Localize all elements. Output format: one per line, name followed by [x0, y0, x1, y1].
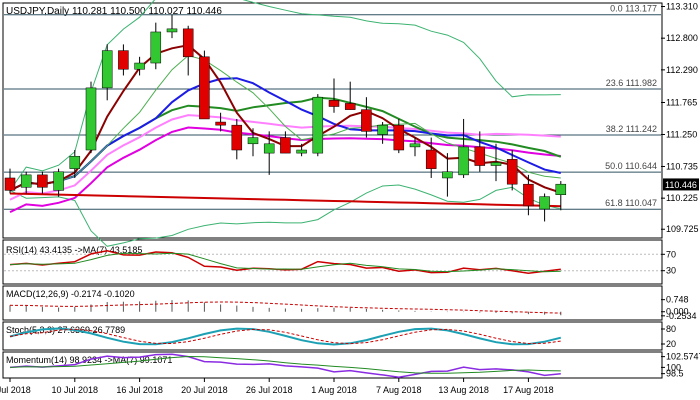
candle-body — [555, 183, 567, 195]
momentum-tick-label: 100 — [666, 362, 681, 372]
candle-body — [4, 177, 16, 191]
ma-red-line — [9, 192, 561, 208]
candle-body — [296, 149, 307, 154]
x-tick-label: 26 Jul 2018 — [246, 385, 293, 395]
candle-body — [442, 171, 453, 179]
stochastic-indicator: 80 20 — [9, 324, 676, 349]
macd-indicator: 0.748 0.000-0.2534 — [9, 295, 697, 321]
candle-body — [53, 171, 64, 191]
fibonacci-levels: 0.0 113.177 23.6 111.982 38.2 111.242 50.0 … — [4, 4, 661, 210]
macd-panel-frame — [2, 285, 663, 321]
x-tick-label: 4 Jul 2018 — [0, 385, 31, 395]
fib-label: 0.0 113.177 — [610, 4, 657, 14]
candle-body — [280, 137, 291, 154]
current-price-label: 110.446 — [665, 180, 697, 190]
rsi-tick-label: 70 — [666, 249, 676, 259]
candle-body — [377, 124, 388, 135]
y-tick-label: 110.225 — [666, 193, 698, 203]
candle-body — [523, 183, 534, 207]
candle-body — [409, 143, 421, 148]
price-axis: 113.310 112.800 112.290 111.765 111.250 110.7… — [661, 1, 699, 234]
y-tick-label: 112.290 — [666, 65, 698, 75]
candle-body — [118, 50, 129, 70]
ma-lime-line — [9, 54, 561, 191]
stoch-k-line — [9, 327, 562, 346]
rsi-tick-label: 30 — [666, 266, 676, 276]
candle-body — [69, 155, 81, 169]
candle-body — [458, 146, 469, 176]
macd-tick-label: -0.2534 — [666, 311, 697, 321]
candle-body — [37, 174, 48, 188]
fib-label: 23.6 111.982 — [606, 78, 657, 88]
y-tick-label: 111.250 — [666, 129, 697, 139]
candle-body — [101, 50, 113, 89]
stoch-d-line — [9, 328, 561, 345]
y-tick-label: 113.310 — [666, 1, 698, 11]
rsi-indicator: 70 30 — [4, 249, 676, 276]
candle-body — [393, 124, 405, 151]
candle-body — [215, 121, 226, 126]
x-tick-label: 10 Jul 2018 — [52, 385, 99, 395]
candle-body — [150, 31, 162, 64]
price-panel-frame — [2, 2, 663, 239]
symbol-label: USDJPY,Daily 110.281 110.500 110.027 110… — [6, 6, 222, 17]
macd-label: MACD(12,26,9) -0.2174 -0.1020 — [6, 289, 135, 299]
y-tick-label: 112.800 — [666, 33, 698, 43]
momentum-tick-label: 98.5 — [666, 369, 684, 379]
momentum-tick-label: 102.5747 — [666, 352, 700, 362]
candle-body — [344, 103, 356, 110]
x-tick-label: 17 Aug 2018 — [503, 385, 554, 395]
momentum-ma-line — [9, 355, 561, 374]
macd-tick-label: 0.748 — [666, 295, 689, 305]
candle-body — [328, 100, 340, 107]
candle-body — [539, 196, 550, 210]
rsi-line — [9, 250, 561, 274]
x-tick-label: 7 Aug 2018 — [376, 385, 422, 395]
candle-body — [20, 174, 32, 188]
candle-body — [490, 162, 502, 166]
bollinger-upper-line — [9, 0, 561, 191]
time-axis: 4 Jul 2018 10 Jul 2018 16 Jul 2018 20 Jul 2… — [0, 378, 554, 395]
current-price-box — [663, 178, 699, 191]
macd-signal-line — [9, 301, 561, 314]
stoch-tick-label: 20 — [666, 339, 676, 349]
x-tick-label: 16 Jul 2018 — [116, 385, 163, 395]
candle-body — [425, 149, 437, 169]
bollinger-lower-line — [9, 184, 561, 247]
x-tick-label: 13 Aug 2018 — [438, 385, 489, 395]
stoch-tick-label: 80 — [666, 324, 676, 334]
candle-body — [263, 143, 275, 154]
candle-body — [85, 87, 97, 151]
candle-body — [199, 56, 210, 120]
momentum-line — [9, 353, 561, 378]
y-tick-label: 109.725 — [666, 224, 699, 234]
fib-label: 50.0 110.644 — [605, 161, 657, 171]
candle-body — [474, 146, 486, 166]
x-tick-label: 1 Aug 2018 — [311, 385, 357, 395]
y-tick-label: 110.735 — [666, 161, 698, 171]
rsi-panel-frame — [2, 239, 663, 285]
y-tick-label: 111.765 — [666, 97, 697, 107]
rsi-label: RSI(14) 43.4135 ->MA(7) 43.5185 — [6, 245, 142, 255]
candle-body — [312, 96, 324, 154]
candle-body — [506, 159, 518, 185]
candle-body — [134, 62, 145, 70]
momentum-panel-frame — [2, 351, 663, 379]
candlesticks — [4, 14, 567, 222]
candle-body — [361, 109, 372, 132]
macd-tick-label: 0.000 — [666, 307, 689, 317]
rsi-ma-line — [9, 252, 561, 273]
stoch-panel-frame — [2, 321, 663, 351]
candle-body — [182, 28, 194, 58]
candle-body — [231, 124, 243, 151]
x-tick-label: 20 Jul 2018 — [181, 385, 228, 395]
fib-label: 38.2 111.242 — [606, 124, 657, 134]
candle-body — [247, 137, 259, 145]
fib-label: 61.8 110.047 — [605, 198, 657, 208]
candle-body — [166, 28, 178, 33]
